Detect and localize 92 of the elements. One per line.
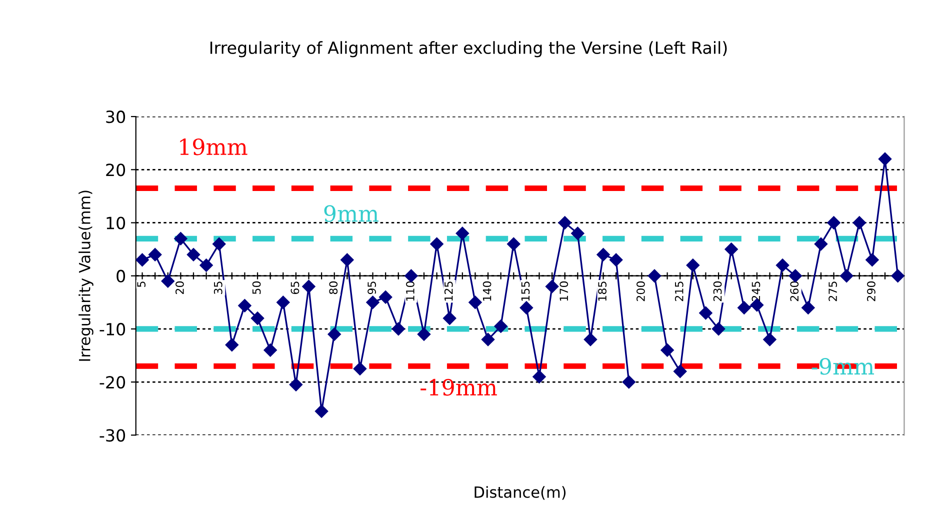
y-tick-label: 0 — [116, 270, 126, 282]
point — [200, 258, 213, 272]
point — [712, 322, 726, 336]
point — [250, 312, 264, 325]
point — [238, 298, 252, 312]
point — [302, 280, 316, 294]
x-tick-label: 200 — [636, 281, 645, 302]
point — [481, 332, 495, 346]
point — [827, 216, 840, 230]
point — [686, 258, 700, 272]
point — [314, 404, 328, 418]
point — [456, 226, 469, 240]
x-tick-label: 110 — [406, 281, 414, 301]
x-tick-label: 230 — [713, 281, 722, 302]
y-tick-label: -20 — [100, 376, 126, 389]
point — [814, 237, 828, 251]
point — [763, 332, 776, 346]
x-tick-label: 50 — [252, 281, 261, 294]
point — [520, 301, 534, 314]
point — [340, 253, 354, 266]
point — [264, 344, 277, 357]
chart-title: Irregularity of Alignment after excluding the Versine (Left Rail) — [210, 41, 727, 58]
y-tick-label: 10 — [106, 216, 126, 230]
point — [776, 258, 790, 272]
point — [532, 370, 546, 384]
point — [852, 216, 866, 230]
point — [161, 274, 174, 288]
x-tick-label: 155 — [521, 282, 530, 301]
point — [494, 320, 508, 333]
point — [174, 232, 188, 246]
x-tick-label: 80 — [329, 281, 338, 294]
x-tick-label: 5 — [137, 282, 146, 287]
point — [699, 306, 712, 320]
y-tick-label: 20 — [106, 164, 126, 176]
point — [443, 312, 456, 325]
x-tick-label: 215 — [674, 282, 684, 302]
point — [596, 248, 610, 262]
ref-line-label: -9mm — [812, 358, 874, 375]
x-tick-label: 290 — [867, 281, 876, 302]
point — [430, 237, 444, 251]
point — [878, 152, 892, 166]
x-tick-label: 140 — [482, 281, 492, 301]
point — [289, 378, 303, 392]
y-tick-label: 30 — [106, 110, 126, 124]
point — [378, 290, 392, 304]
x-tick-label: 260 — [790, 281, 799, 302]
point — [545, 280, 559, 294]
point — [186, 248, 200, 262]
point — [891, 269, 904, 282]
y-tick-label: -10 — [100, 322, 126, 336]
point — [404, 269, 418, 282]
x-tick-label: 185 — [598, 282, 606, 301]
point — [802, 301, 815, 314]
x-tick-label: 245 — [752, 282, 760, 302]
point — [660, 344, 674, 357]
point — [212, 237, 226, 251]
x-tick-label: 170 — [560, 281, 568, 301]
point — [648, 269, 662, 282]
y-axis-title: Irregularity Value(mm) — [78, 190, 94, 361]
point — [136, 253, 149, 266]
ref-line-label: 9mm — [324, 205, 379, 222]
point — [558, 216, 572, 230]
point — [148, 248, 162, 262]
point — [788, 269, 802, 282]
point — [353, 362, 367, 376]
point — [584, 332, 598, 346]
point — [276, 296, 290, 309]
point — [622, 375, 636, 389]
point — [738, 301, 751, 314]
point — [468, 296, 482, 309]
point — [417, 328, 431, 341]
ref-line-label: -19mm — [420, 378, 497, 396]
point — [674, 364, 687, 378]
y-tick-label: -30 — [100, 429, 126, 442]
point — [840, 269, 854, 282]
point — [507, 237, 520, 251]
x-tick-label: 65 — [290, 282, 300, 294]
point — [571, 226, 584, 240]
x-tick-label: 275 — [828, 282, 837, 302]
point — [866, 253, 879, 266]
x-tick-label: 20 — [176, 281, 184, 294]
point — [366, 296, 380, 309]
x-tick-label: 95 — [368, 282, 376, 294]
x-tick-label: 125 — [444, 282, 453, 301]
point — [392, 322, 405, 336]
point — [724, 242, 738, 256]
x-tick-label: 35 — [214, 282, 222, 294]
ref-line-label: 19mm — [180, 138, 248, 156]
point — [328, 328, 341, 341]
point — [225, 338, 238, 352]
point — [609, 253, 623, 266]
x-axis-title: Distance(m) — [474, 486, 566, 500]
